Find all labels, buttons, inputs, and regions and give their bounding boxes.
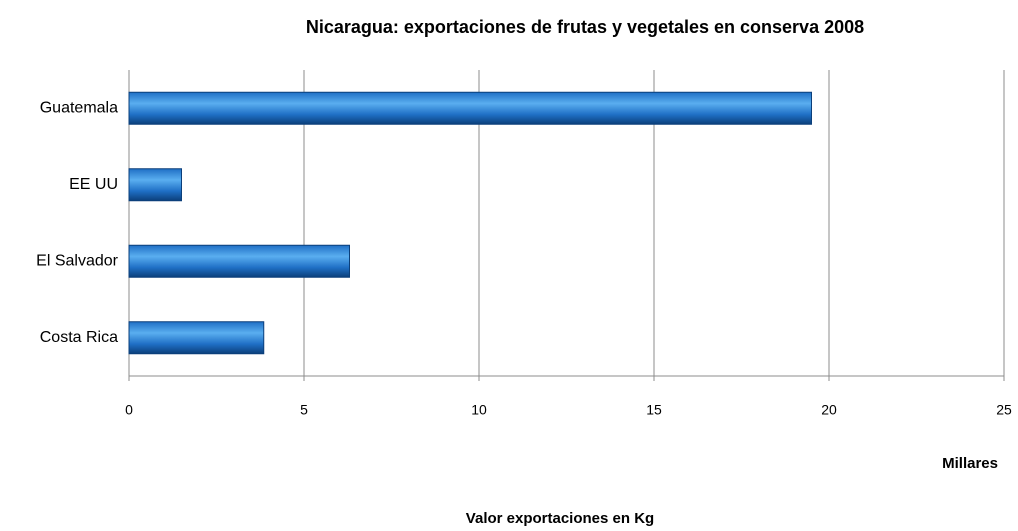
bar — [128, 91, 812, 125]
y-tick-label: El Salvador — [36, 252, 118, 269]
x-tick-label: 5 — [300, 402, 308, 418]
x-tick-label: 10 — [471, 402, 487, 418]
y-tick-label: Guatemala — [40, 99, 118, 116]
bar — [128, 168, 182, 202]
bar — [128, 321, 265, 355]
chart-title: Nicaragua: exportaciones de frutas y veg… — [306, 17, 864, 37]
bar — [128, 244, 350, 278]
y-tick-label: EE UU — [69, 176, 118, 193]
y-tick-label: Costa Rica — [40, 329, 118, 346]
x-unit-label: Millares — [942, 455, 998, 472]
x-tick-label: 25 — [996, 402, 1012, 418]
x-tick-label: 0 — [125, 402, 133, 418]
x-tick-label: 20 — [821, 402, 837, 418]
x-tick-label: 15 — [646, 402, 662, 418]
x-axis-label: Valor exportaciones en Kg — [466, 510, 654, 527]
